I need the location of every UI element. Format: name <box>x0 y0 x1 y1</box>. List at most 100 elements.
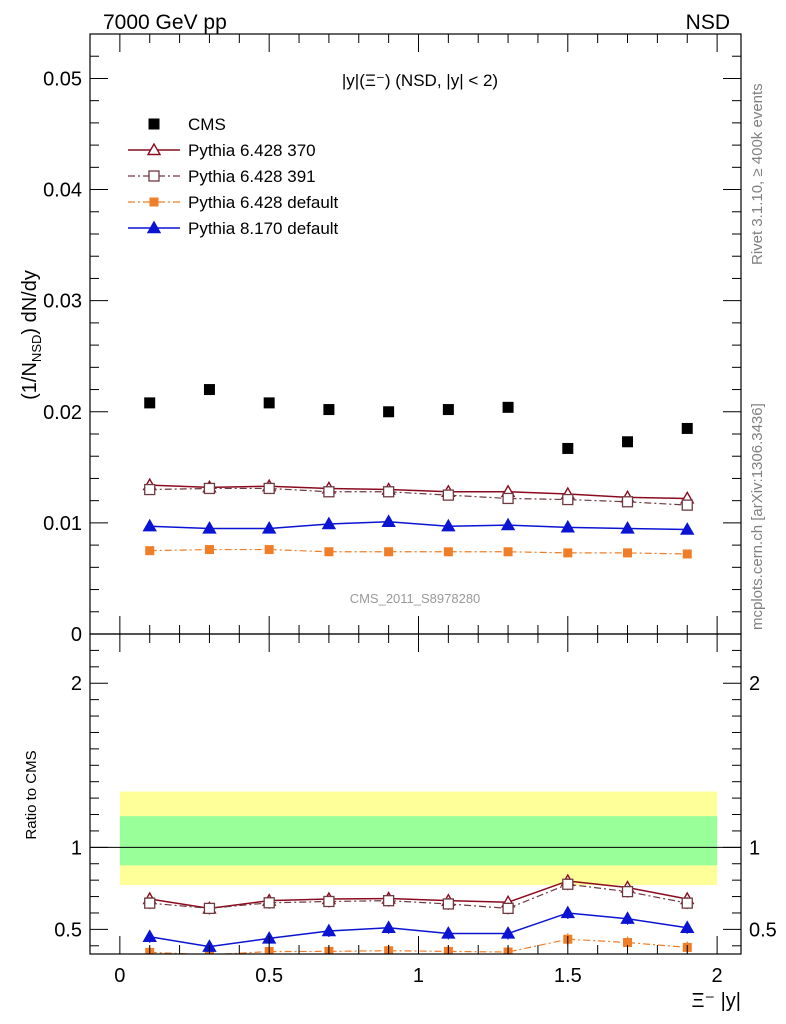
legend-marker <box>148 170 160 182</box>
series-point-main <box>142 518 157 532</box>
series-point-main <box>560 519 576 533</box>
y-axis-label-ratio: Ratio to CMS <box>23 750 40 839</box>
series-line-main <box>149 521 688 531</box>
legend-marker-cms <box>148 118 160 130</box>
series-line-main <box>149 548 688 555</box>
series-point-ratio <box>323 895 335 908</box>
cms-data-point <box>622 436 634 448</box>
series-point-main <box>441 518 456 532</box>
x-tick-label: 2 <box>712 965 723 987</box>
legend-label: Pythia 6.428 default <box>188 193 339 212</box>
series-point-main <box>202 521 217 534</box>
series-point-ratio <box>382 895 395 907</box>
series-point-main <box>261 521 277 534</box>
series-point-ratio <box>321 923 337 937</box>
series-point-main <box>623 548 633 558</box>
legend-marker <box>146 142 162 156</box>
series-line-ratio <box>149 880 688 910</box>
series-point-main <box>503 547 513 557</box>
y-tick-label-ratio-right: 0.5 <box>749 919 777 941</box>
series-point-ratio <box>144 897 156 909</box>
series-point-ratio <box>142 929 157 942</box>
ratio-bands <box>119 791 718 886</box>
series-point-main <box>621 496 634 508</box>
x-tick-label: 1 <box>413 965 424 987</box>
series-point-ratio <box>203 902 216 915</box>
x-tick-label: 0 <box>114 965 125 987</box>
series-point-ratio <box>621 885 634 898</box>
cms-data-point <box>502 401 514 413</box>
series-point-main <box>324 547 334 557</box>
series-point-ratio <box>680 920 695 933</box>
series-point-main <box>500 517 516 531</box>
x-tick-label: 1.5 <box>554 965 582 987</box>
mcplots-label: mcplots.cern.ch [arXiv:1306.3436] <box>749 403 766 630</box>
y-tick-label-ratio-right: 2 <box>749 673 760 695</box>
y-tick-label-main: 0.02 <box>43 402 82 424</box>
y-tick-label-main: 0.04 <box>43 180 82 202</box>
cms-data-point <box>562 442 574 454</box>
series-point-main <box>681 499 693 511</box>
series-point-main <box>323 486 335 498</box>
series-point-main <box>682 549 692 559</box>
y-tick-label-ratio-right: 1 <box>749 837 760 859</box>
legend-label: Pythia 8.170 default <box>188 219 339 238</box>
cms-data-point <box>323 404 335 416</box>
x-axis-label: Ξ⁻ |y| <box>691 990 741 1012</box>
series-point-main <box>204 545 214 555</box>
series-point-ratio <box>441 926 456 939</box>
series-point-main <box>442 489 454 501</box>
y-tick-label-main: 0 <box>71 624 82 646</box>
series-point-ratio <box>562 878 574 890</box>
series-point-ratio <box>500 926 516 939</box>
band-stat-uncertainty <box>119 816 718 866</box>
legend-label: CMS <box>188 115 226 134</box>
series-point-main <box>144 483 156 496</box>
cms-data-point <box>263 397 275 409</box>
analysis-label: CMS_2011_S8978280 <box>350 591 481 606</box>
legend-label: Pythia 6.428 391 <box>188 167 316 186</box>
cms-data-point <box>442 404 454 416</box>
series-point-main <box>502 492 514 505</box>
series-point-main <box>203 482 216 495</box>
series-point-main <box>443 547 453 557</box>
series-point-ratio <box>560 905 576 919</box>
legend: CMS Pythia 6.428 370 Pythia 6.428 391 Pythi… <box>128 115 339 238</box>
legend-marker <box>149 197 159 207</box>
legend-marker <box>146 220 162 234</box>
cms-data-point <box>144 397 156 409</box>
ratio-frame <box>89 633 742 955</box>
series-line-ratio <box>149 883 688 909</box>
series-point-main <box>263 482 275 495</box>
y-tick-label-ratio: 0.5 <box>54 919 82 941</box>
series-line-ratio <box>149 912 688 948</box>
y-tick-label-main: 0.03 <box>43 291 82 313</box>
series-point-ratio <box>381 920 396 933</box>
cms-data-point <box>383 406 395 418</box>
series-point-main <box>381 514 396 527</box>
y-tick-label-main: 0.05 <box>43 68 82 90</box>
series-point-main <box>562 493 574 506</box>
rivet-label: Rivet 3.1.10, ≥ 400k events <box>749 83 766 265</box>
series-point-ratio <box>263 897 275 909</box>
legend-label: Pythia 6.428 370 <box>188 141 316 160</box>
main-panel: 0 0.5 1 1.5 2 0 0.01 0.02 0.03 0.04 0.05 0.5 0.5 1 1 2 2 <box>43 33 777 987</box>
series-point-ratio <box>442 898 454 910</box>
y-axis-label-main: (1/NNSD) dN/dy <box>19 270 44 400</box>
process-label: NSD <box>686 11 730 34</box>
series-point-main <box>620 521 635 534</box>
x-tick-label: 0.5 <box>255 965 283 987</box>
series-line-main <box>149 484 688 500</box>
series-point-main <box>145 546 155 556</box>
y-tick-label-ratio: 2 <box>71 673 82 695</box>
series-point-main <box>382 486 395 498</box>
y-tick-label-ratio: 1 <box>71 837 82 859</box>
energy-label: 7000 GeV pp <box>103 11 227 34</box>
cms-data-point <box>203 384 215 396</box>
series-point-ratio <box>620 911 635 924</box>
series-point-main <box>563 548 573 558</box>
cms-data-point <box>681 422 693 434</box>
series-point-ratio <box>502 902 514 915</box>
series-point-main <box>264 545 274 555</box>
